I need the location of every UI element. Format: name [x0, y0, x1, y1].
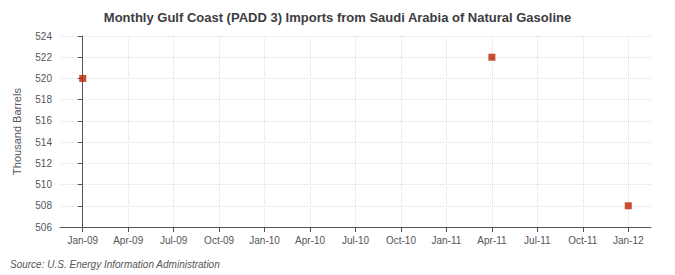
svg-text:Apr-11: Apr-11 [477, 235, 507, 246]
svg-text:506: 506 [35, 222, 52, 233]
svg-text:Thousand Barrels: Thousand Barrels [11, 88, 23, 175]
svg-text:Jul-09: Jul-09 [160, 235, 188, 246]
svg-text:508: 508 [35, 200, 52, 211]
svg-text:520: 520 [35, 73, 52, 84]
svg-text:510: 510 [35, 179, 52, 190]
svg-text:Oct-10: Oct-10 [386, 235, 416, 246]
svg-text:Oct-09: Oct-09 [204, 235, 234, 246]
svg-text:Source: U.S. Energy Informatio: Source: U.S. Energy Information Administ… [10, 259, 220, 270]
svg-text:Monthly Gulf Coast (PADD 3) Im: Monthly Gulf Coast (PADD 3) Imports from… [104, 10, 571, 25]
svg-text:Apr-09: Apr-09 [113, 235, 143, 246]
svg-text:522: 522 [35, 52, 52, 63]
svg-text:Jan-09: Jan-09 [67, 235, 98, 246]
svg-text:Jan-10: Jan-10 [249, 235, 280, 246]
svg-text:524: 524 [35, 31, 52, 42]
svg-text:512: 512 [35, 158, 52, 169]
svg-text:Oct-11: Oct-11 [568, 235, 598, 246]
svg-text:516: 516 [35, 115, 52, 126]
svg-text:Jan-12: Jan-12 [613, 235, 644, 246]
svg-text:514: 514 [35, 137, 52, 148]
svg-text:518: 518 [35, 94, 52, 105]
svg-text:Jul-11: Jul-11 [524, 235, 551, 246]
svg-text:Apr-10: Apr-10 [295, 235, 325, 246]
svg-text:Jul-10: Jul-10 [342, 235, 370, 246]
svg-text:Jan-11: Jan-11 [432, 235, 462, 246]
